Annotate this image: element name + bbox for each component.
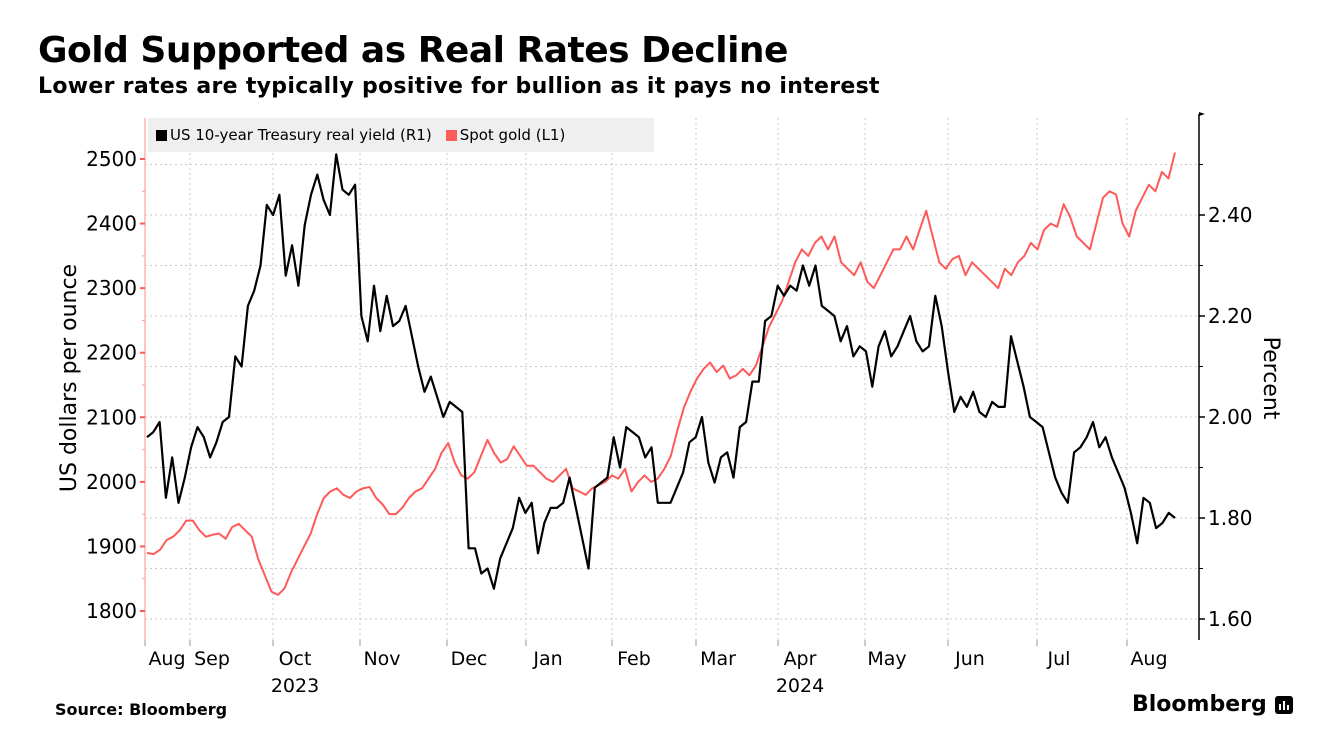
brand-logo: Bloomberg <box>1132 692 1293 717</box>
x-tick-label: Aug <box>1130 648 1167 670</box>
legend-item-gold: Spot gold (L1) <box>445 126 566 144</box>
y-axis-label-right: Percent <box>1258 337 1283 420</box>
chart-subtitle: Lower rates are typically positive for b… <box>38 74 880 99</box>
source-note: Source: Bloomberg <box>55 700 228 719</box>
x-year-label: 2023 <box>271 675 319 697</box>
bloomberg-terminal-icon <box>1274 695 1293 714</box>
right-tick-label: 1.60 <box>1208 607 1253 631</box>
left-tick-label: 2400 <box>86 212 137 236</box>
x-axis: Aug Sep Oct Nov Dec Jan Feb Mar Apr May Jun Jul Aug 2… <box>144 640 1168 697</box>
right-tick-label: 2.00 <box>1208 405 1253 429</box>
x-tick-label: Aug <box>148 648 185 670</box>
gridlines <box>145 118 1197 640</box>
series-line-spot-gold <box>146 152 1176 596</box>
right-tick-label: 1.80 <box>1208 506 1253 530</box>
left-tick-label: 2000 <box>86 470 137 494</box>
series-line-real-yield <box>146 153 1176 590</box>
left-tick-label: 2300 <box>86 276 137 300</box>
left-tick-label: 2200 <box>86 341 137 365</box>
x-tick-label: May <box>867 648 906 670</box>
right-axis-arrow <box>1199 112 1205 116</box>
x-tick-label: Apr <box>784 648 817 670</box>
legend-swatch-yield <box>156 129 167 141</box>
x-tick-label: Sep <box>194 648 230 670</box>
y-axis-label-left: US dollars per ounce <box>57 264 82 492</box>
right-tick-label: 2.20 <box>1208 304 1253 328</box>
left-axis: 1800 1900 2000 2100 2200 2300 2400 2500 <box>86 118 146 640</box>
left-tick-label: 2100 <box>86 405 137 429</box>
x-tick-label: Mar <box>700 648 736 670</box>
legend-label-yield: US 10-year Treasury real yield (R1) <box>170 126 432 144</box>
legend-swatch-gold <box>445 129 457 141</box>
legend: US 10-year Treasury real yield (R1) Spot… <box>148 118 654 152</box>
legend-item-yield: US 10-year Treasury real yield (R1) <box>156 126 432 144</box>
left-tick-label: 1800 <box>86 599 137 623</box>
x-tick-label: Oct <box>279 648 312 670</box>
x-tick-label: Jan <box>532 648 562 670</box>
chart-title: Gold Supported as Real Rates Decline <box>38 30 788 71</box>
brand-name: Bloomberg <box>1132 692 1267 717</box>
x-tick-label: Jul <box>1047 648 1071 670</box>
right-axis: 1.60 1.80 2.00 2.20 2.40 <box>1198 112 1253 640</box>
x-year-label: 2024 <box>776 675 824 697</box>
x-tick-label: Nov <box>363 648 400 670</box>
x-tick-label: Dec <box>451 648 488 670</box>
right-tick-label: 2.40 <box>1208 203 1253 227</box>
left-tick-label: 1900 <box>86 534 137 558</box>
legend-label-gold: Spot gold (L1) <box>459 126 566 144</box>
x-tick-label: Jun <box>954 648 985 670</box>
x-tick-label: Feb <box>617 648 651 670</box>
left-tick-label: 2500 <box>86 147 137 171</box>
